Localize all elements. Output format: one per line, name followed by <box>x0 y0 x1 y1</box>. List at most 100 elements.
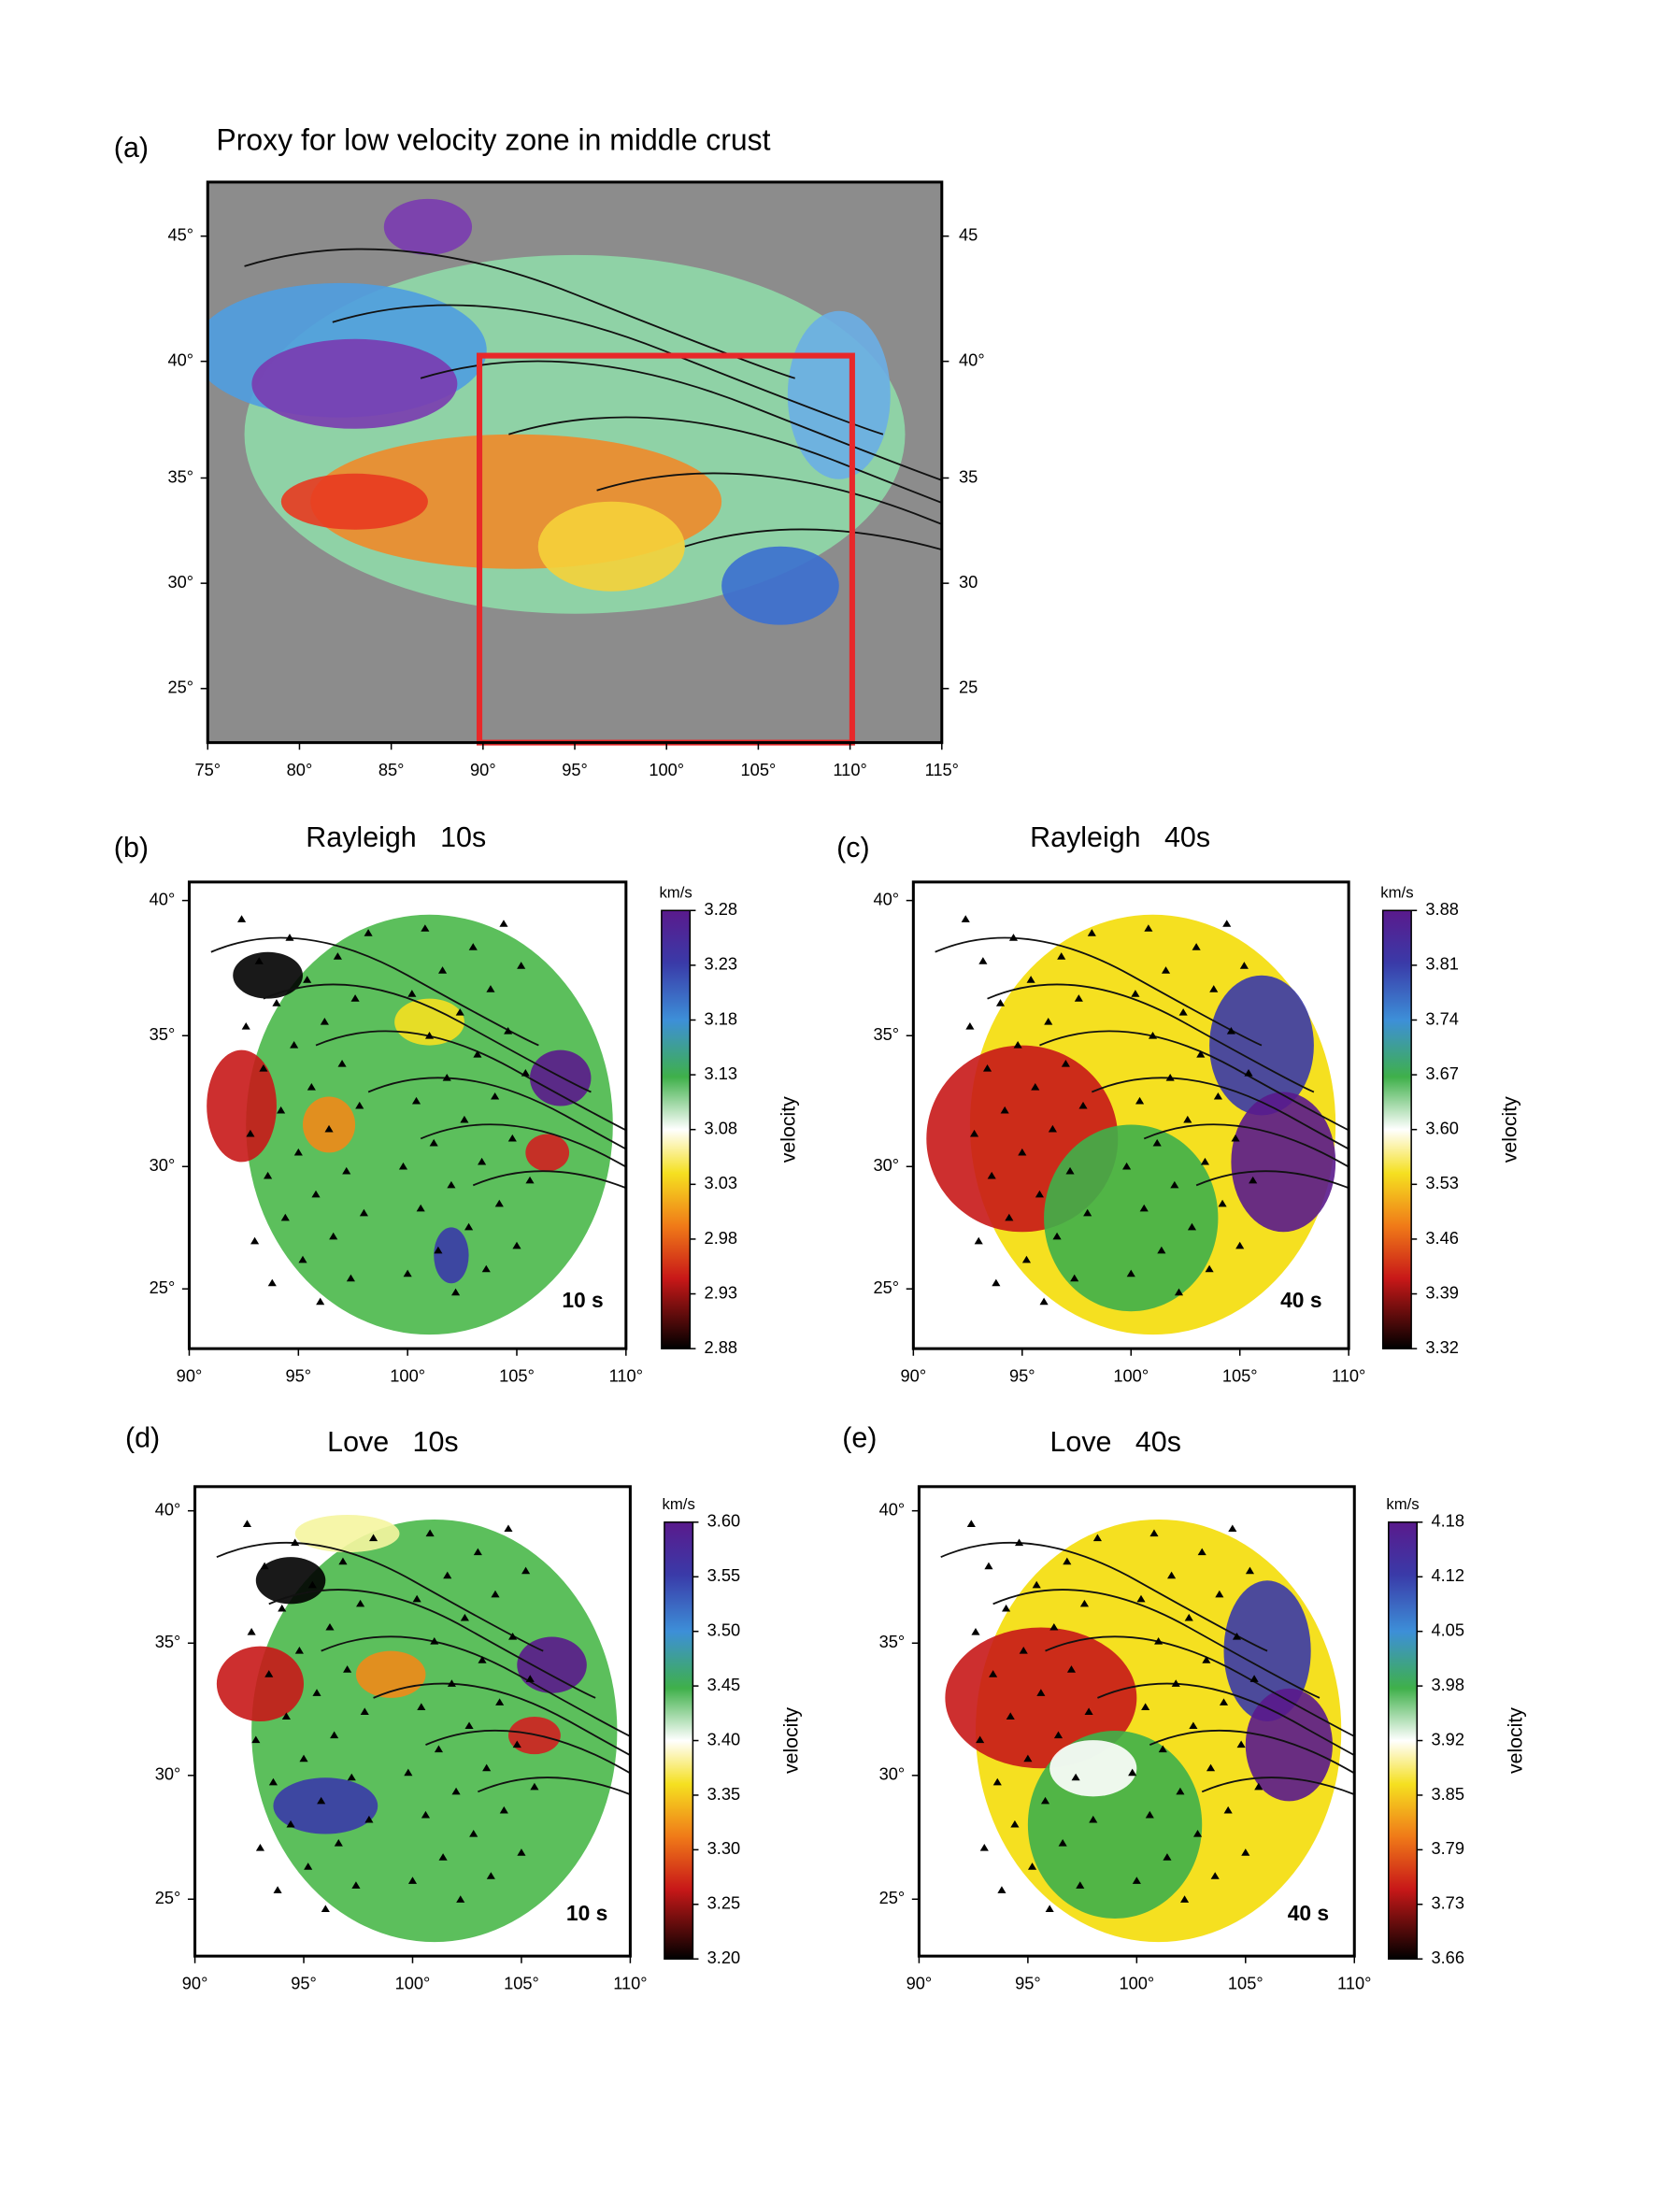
velocity-anomaly <box>507 1716 561 1755</box>
panel-title: Love 10s <box>327 1426 458 1458</box>
fault-line <box>1039 1030 1349 1132</box>
colorbar-tick-label: 3.67 <box>1425 1063 1459 1083</box>
station <box>343 1665 352 1673</box>
study-region <box>246 914 613 1335</box>
station <box>277 1106 286 1114</box>
velocity-anomaly <box>434 1227 469 1284</box>
station <box>290 1041 299 1049</box>
study-region <box>251 1519 618 1943</box>
colorbar-tick-label: 3.88 <box>1425 899 1459 919</box>
fault-line <box>472 1170 626 1190</box>
station <box>1209 985 1219 992</box>
station <box>429 1138 438 1147</box>
station <box>272 999 281 1006</box>
station <box>460 1613 469 1621</box>
fault-line <box>508 416 942 505</box>
station <box>1239 962 1249 969</box>
fault-line <box>420 360 942 481</box>
station <box>976 1735 985 1744</box>
velocity-anomaly <box>1245 1688 1333 1802</box>
station <box>1026 976 1035 983</box>
x-tick-label: 75° <box>194 760 221 779</box>
station <box>280 1213 290 1221</box>
velocity-anomaly <box>1049 1740 1137 1797</box>
y-tick-label-right: 45 <box>959 225 978 245</box>
x-tick-label: 100° <box>395 1973 431 1992</box>
station <box>1210 1872 1220 1879</box>
station <box>482 1763 492 1772</box>
fault-line <box>992 1589 1321 1699</box>
station <box>987 1171 996 1179</box>
colorbar-tick-label: 3.39 <box>1425 1282 1459 1302</box>
station <box>966 1520 976 1528</box>
colorbar-tick-label: 3.35 <box>707 1784 741 1804</box>
station <box>1167 1571 1177 1579</box>
station <box>407 1877 418 1884</box>
station <box>1061 1059 1070 1067</box>
fault-line <box>987 983 1315 1093</box>
colorbar-tick-label: 3.50 <box>707 1620 741 1640</box>
station <box>521 1068 530 1077</box>
station <box>995 999 1006 1006</box>
station <box>421 1810 431 1819</box>
x-tick-label: 95° <box>286 1365 312 1385</box>
station <box>478 1157 487 1165</box>
station <box>1040 1796 1050 1805</box>
station <box>298 1255 307 1263</box>
station <box>1161 966 1171 974</box>
fault-line <box>332 304 884 435</box>
station <box>1192 1829 1203 1837</box>
velocity-anomaly <box>1223 1580 1311 1721</box>
station <box>984 1562 993 1570</box>
station <box>1215 1590 1224 1598</box>
station <box>1152 1138 1162 1147</box>
map <box>919 1486 1355 1957</box>
velocity-anomaly <box>233 951 303 999</box>
velocity-anomaly <box>525 1134 570 1172</box>
station <box>1065 1166 1075 1175</box>
panel: (c) Rayleigh 40s 90° 95° 100° 105° 110° 40° 35° 3… <box>836 821 1520 1385</box>
station <box>491 1092 500 1100</box>
station <box>356 1599 365 1607</box>
fault-line <box>478 1777 631 1796</box>
station <box>464 1222 474 1231</box>
y-tick-label: 30° <box>874 1155 900 1175</box>
x-tick-label: 95° <box>1009 1365 1035 1385</box>
velocity-anomaly <box>383 198 473 255</box>
station <box>412 1594 421 1603</box>
station <box>307 1082 316 1091</box>
station <box>447 1180 456 1189</box>
station <box>1074 994 1083 1002</box>
station <box>992 1278 1001 1287</box>
colorbar <box>1388 1521 1418 1960</box>
station <box>1241 1848 1250 1856</box>
station <box>286 1820 295 1828</box>
x-tick-label: 100° <box>390 1365 425 1385</box>
station <box>1196 1050 1206 1058</box>
x-tick-label: 90° <box>907 1973 933 1992</box>
y-tick-label: 25° <box>874 1277 900 1297</box>
fault-line <box>315 1030 626 1132</box>
station <box>443 1571 452 1579</box>
station <box>1083 1208 1092 1217</box>
station <box>1032 1580 1041 1589</box>
y-tick-label: 35° <box>879 1632 906 1651</box>
x-tick-label: 110° <box>833 760 866 779</box>
colorbar-unit: km/s <box>1386 1495 1419 1513</box>
station <box>1045 1905 1054 1912</box>
station <box>1197 1548 1206 1556</box>
panel-label: (a) <box>114 132 149 164</box>
station <box>1144 924 1153 932</box>
fault-line <box>244 248 795 379</box>
x-tick-label: 105° <box>504 1973 539 1992</box>
station <box>237 915 247 922</box>
station <box>1145 1810 1154 1819</box>
x-tick-label: 95° <box>1015 1973 1041 1992</box>
colorbar-tick-label: 4.05 <box>1431 1620 1464 1640</box>
station <box>320 1018 329 1025</box>
station <box>338 1557 348 1565</box>
station <box>368 1534 378 1542</box>
station <box>417 1703 426 1710</box>
station <box>1006 1712 1015 1720</box>
